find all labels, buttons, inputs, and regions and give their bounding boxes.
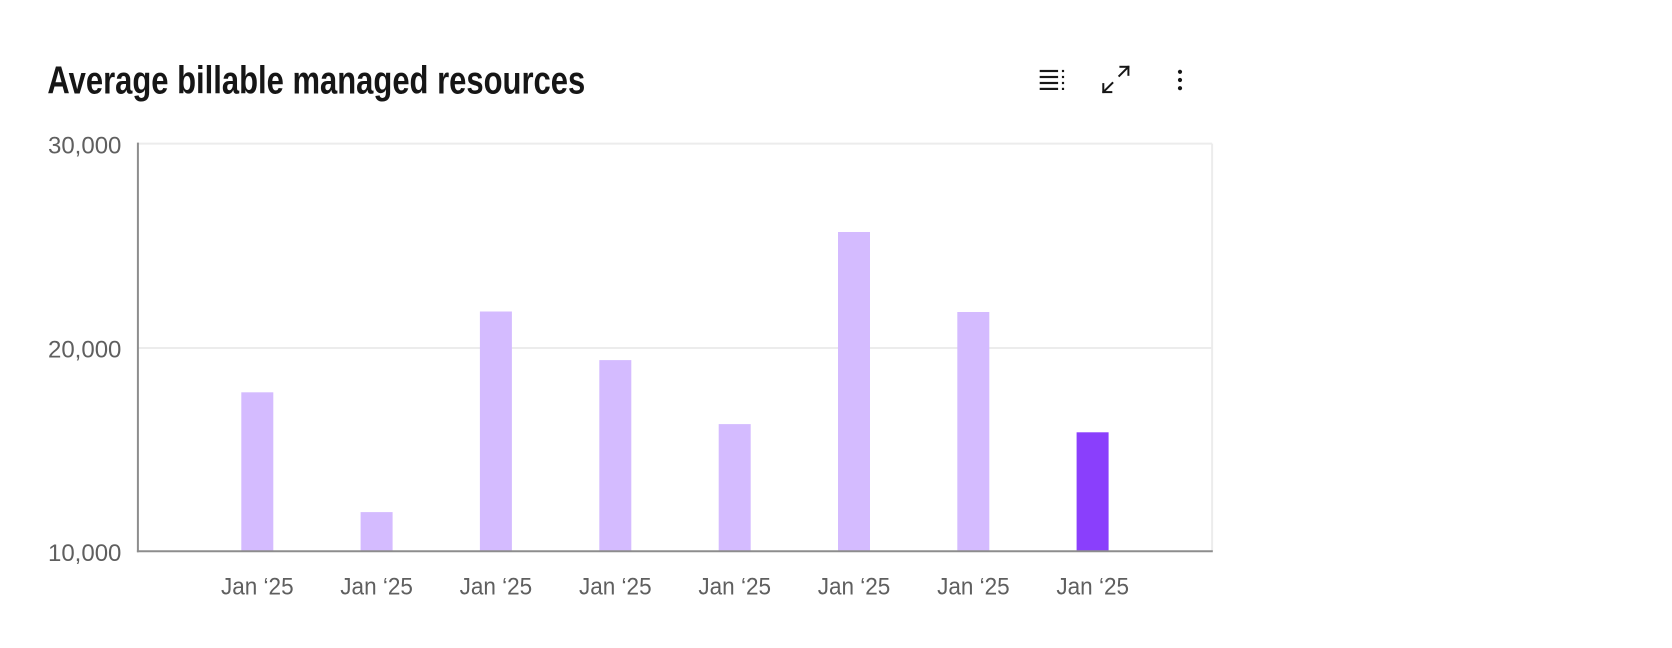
svg-text:10,000: 10,000: [48, 540, 121, 567]
svg-text:30,000: 30,000: [48, 133, 121, 160]
svg-text:20,000: 20,000: [48, 337, 121, 364]
svg-text:Average billable managed resou: Average billable managed resources: [47, 60, 585, 103]
svg-text:Jan ‘25: Jan ‘25: [221, 574, 294, 601]
svg-text:Jan ‘25: Jan ‘25: [340, 574, 413, 601]
svg-text:Jan ‘25: Jan ‘25: [1056, 574, 1129, 601]
svg-text:Jan ‘25: Jan ‘25: [698, 574, 771, 601]
svg-text:Jan ‘25: Jan ‘25: [579, 574, 652, 601]
svg-text:Jan ‘25: Jan ‘25: [460, 574, 533, 601]
svg-text:Jan ‘25: Jan ‘25: [818, 574, 891, 601]
svg-text:Jan ‘25: Jan ‘25: [937, 574, 1010, 601]
